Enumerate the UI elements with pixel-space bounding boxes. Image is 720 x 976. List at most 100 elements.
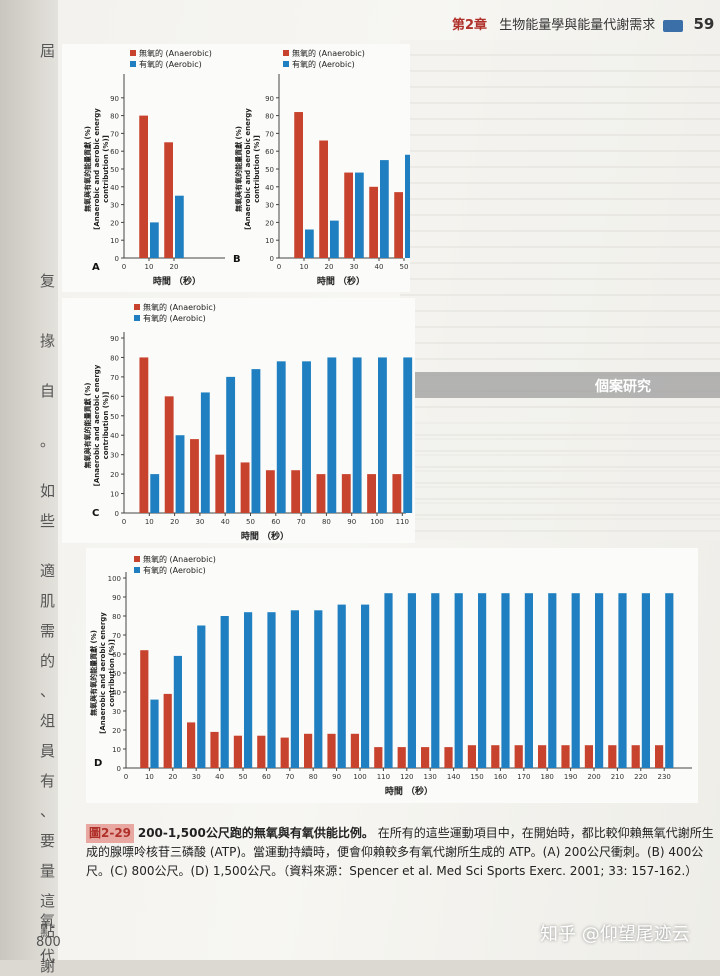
y-tick-label: 90 xyxy=(110,95,119,103)
x-tick-label: 50 xyxy=(400,263,409,271)
y-tick-label: 40 xyxy=(265,184,274,192)
y-tick-label: 20 xyxy=(112,727,121,735)
anaerobic-bar xyxy=(210,731,219,768)
y-axis-label-line: [Anaerobic and aerobic energy xyxy=(93,108,101,230)
aerobic-bar xyxy=(403,357,413,513)
aerobic-bar xyxy=(290,610,299,768)
x-tick-label: 80 xyxy=(309,773,318,781)
aerobic-bar xyxy=(618,593,627,768)
aerobic-bar xyxy=(361,604,370,768)
x-tick-label: 180 xyxy=(541,773,554,781)
x-tick-label: 190 xyxy=(564,773,577,781)
x-tick-label: 30 xyxy=(195,518,204,526)
aerobic-bar xyxy=(431,593,440,768)
anaerobic-bar xyxy=(163,693,172,768)
legend-label: 有氧的 (Aerobic) xyxy=(292,59,355,69)
aerobic-bar xyxy=(524,593,533,768)
y-tick-label: 70 xyxy=(110,374,119,382)
x-tick-label: 40 xyxy=(215,773,224,781)
anaerobic-bar xyxy=(394,192,403,258)
anaerobic-bar xyxy=(374,747,383,768)
y-tick-label: 70 xyxy=(265,130,274,138)
x-tick-label: 140 xyxy=(447,773,460,781)
x-tick-label: 110 xyxy=(377,773,390,781)
panel-letter: D xyxy=(94,758,102,769)
y-tick-label: 70 xyxy=(112,632,121,640)
aerobic-bar xyxy=(330,220,339,258)
aerobic-bar xyxy=(197,625,206,768)
aerobic-bar xyxy=(384,593,393,768)
y-tick-label: 80 xyxy=(265,113,274,121)
chart-panel-a: 0 10 20 30 40 50 60 70 80 90 0 10 20 時間 （秒） 無氧與有氧的能量貢獻… xyxy=(62,44,237,292)
y-tick-label: 10 xyxy=(110,237,119,245)
legend-label: 有氧的 (Aerobic) xyxy=(143,565,206,575)
anaerobic-bar xyxy=(608,745,617,768)
margin-fragment: 、 xyxy=(40,682,56,700)
caption-title: 200-1,500公尺跑的無氧與有氧供能比例。 xyxy=(137,826,374,840)
chart-b: 0 10 20 30 40 50 60 70 80 90 0 10 20 30 40 50 時間 （秒） 無氧與有… xyxy=(233,48,414,287)
y-tick-label: 60 xyxy=(110,393,119,401)
x-tick-label: 230 xyxy=(658,773,671,781)
panel-letter: B xyxy=(233,254,241,265)
case-study-banner xyxy=(405,372,720,398)
anaerobic-bar xyxy=(139,115,148,258)
y-tick-label: 80 xyxy=(110,113,119,121)
anaerobic-bar xyxy=(280,737,289,768)
legend-anaerobic-swatch xyxy=(283,50,289,56)
legend-label: 有氧的 (Aerobic) xyxy=(139,59,202,69)
margin-fragment: 這 xyxy=(40,892,56,910)
chart-panel-b: 0 10 20 30 40 50 60 70 80 90 0 10 20 30 40 50 時間 （秒） 無氧與有… xyxy=(225,44,414,292)
aerobic-bar xyxy=(501,593,510,768)
aerobic-bar xyxy=(267,612,276,768)
x-tick-label: 70 xyxy=(297,518,306,526)
margin-fragment: 掾 xyxy=(40,332,56,350)
x-tick-label: 130 xyxy=(424,773,437,781)
anaerobic-bar xyxy=(491,745,500,768)
x-tick-label: 20 xyxy=(170,263,179,271)
anaerobic-bar xyxy=(467,745,476,768)
legend-aerobic-swatch xyxy=(134,315,140,321)
anaerobic-bar xyxy=(190,439,199,513)
x-tick-label: 10 xyxy=(300,263,309,271)
legend-aerobic-swatch xyxy=(134,567,140,573)
anaerobic-bar xyxy=(240,462,250,513)
x-axis-label: 時間 （秒） xyxy=(153,275,201,287)
y-tick-label: 90 xyxy=(112,594,121,602)
anaerobic-bar xyxy=(369,186,378,258)
y-axis-label-line: [Anaerobic and aerobic energy xyxy=(93,364,101,486)
left-page-margin xyxy=(0,0,58,960)
x-tick-label: 70 xyxy=(285,773,294,781)
aerobic-bar xyxy=(407,593,416,768)
y-axis-label-line: contribution (%)] xyxy=(108,639,116,707)
margin-fragment: 氧 xyxy=(40,912,56,930)
y-tick-label: 60 xyxy=(265,148,274,156)
case-study-label: 個案研究 xyxy=(595,379,651,395)
legend-aerobic-swatch xyxy=(130,61,136,67)
aerobic-bar xyxy=(548,593,557,768)
anaerobic-bar xyxy=(164,396,174,513)
margin-fragment: 謝 xyxy=(40,957,56,975)
aerobic-bar xyxy=(251,369,261,513)
y-tick-label: 80 xyxy=(112,613,121,621)
x-tick-label: 10 xyxy=(145,518,154,526)
y-tick-label: 20 xyxy=(265,219,274,227)
chapter-label: 第2章 xyxy=(452,18,488,33)
margin-fragment: 。 xyxy=(40,432,56,450)
anaerobic-bar xyxy=(187,722,196,768)
y-axis-label-line: [Anaerobic and aerobic energy xyxy=(244,108,252,230)
anaerobic-bar xyxy=(350,733,359,768)
panel-letter: A xyxy=(92,262,100,273)
margin-fragment: 如 xyxy=(40,482,56,500)
x-tick-label: 60 xyxy=(262,773,271,781)
anaerobic-bar xyxy=(294,112,303,258)
aerobic-bar xyxy=(220,616,229,768)
legend-aerobic-swatch xyxy=(283,61,289,67)
y-tick-label: 50 xyxy=(110,166,119,174)
aerobic-bar xyxy=(173,655,182,768)
x-tick-label: 40 xyxy=(221,518,230,526)
anaerobic-bar xyxy=(215,454,225,513)
x-tick-label: 160 xyxy=(494,773,507,781)
legend-label: 無氧的 (Anaerobic) xyxy=(139,48,212,58)
anaerobic-bar xyxy=(233,735,242,768)
page-header: 第2章 生物能量學與能量代謝需求 59 xyxy=(452,14,714,33)
